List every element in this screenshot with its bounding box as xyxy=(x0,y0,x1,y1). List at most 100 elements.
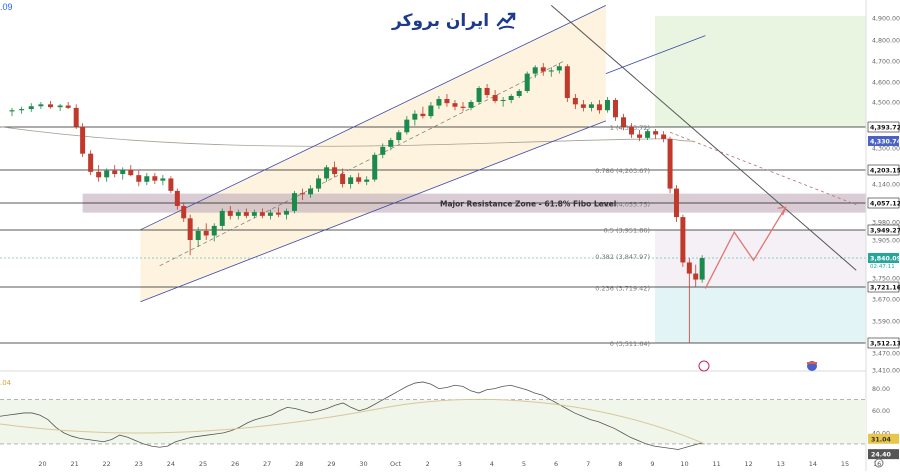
channel-area xyxy=(140,5,606,302)
candle-body xyxy=(604,100,610,111)
candle-body xyxy=(38,104,44,107)
y-tick-label: 4,700.00 xyxy=(872,59,900,66)
price-tag xyxy=(868,136,899,146)
fib-label: 0.382 (3,847.97) xyxy=(595,253,650,261)
candle-body xyxy=(112,170,118,175)
fib-label: 0.618 (4,055.75) xyxy=(595,200,650,208)
x-tick-label: 2 xyxy=(426,460,430,468)
price-tag-label: 4,057.12 xyxy=(870,201,900,208)
x-tick-label: 8 xyxy=(618,460,622,468)
candle-body xyxy=(637,134,643,138)
target-zone xyxy=(655,230,866,287)
x-tick-label: 26 xyxy=(231,460,239,468)
candle-body xyxy=(645,131,651,138)
candle-body xyxy=(174,190,180,206)
x-tick-label: 24 xyxy=(167,460,175,468)
candle-body xyxy=(673,188,679,218)
candle-body xyxy=(693,273,699,280)
candle-body xyxy=(308,188,314,195)
price-tag-label: 3,840.09 xyxy=(870,256,900,263)
price-tag-label: 4,330.74 xyxy=(870,139,900,146)
trendline-descending xyxy=(550,5,857,271)
candle-body xyxy=(508,96,514,100)
y-tick-label: 3,470.00 xyxy=(872,351,900,358)
candle-body xyxy=(364,179,370,182)
candle-body xyxy=(404,119,410,133)
moving-average-line xyxy=(0,126,693,147)
rsi-tag xyxy=(868,449,899,460)
settings-icon xyxy=(874,458,884,468)
candle-body xyxy=(380,146,386,155)
candle-body xyxy=(152,176,158,181)
candle-body xyxy=(653,131,659,135)
candle-body xyxy=(235,212,241,216)
candle-body xyxy=(283,210,289,215)
candle-body xyxy=(686,262,692,274)
flag-stripe xyxy=(807,362,817,364)
price-tag xyxy=(867,224,900,236)
candle-body xyxy=(556,66,562,71)
x-tick-label: 13 xyxy=(777,460,785,468)
candle-body xyxy=(621,117,627,127)
x-tick-label: 4 xyxy=(490,460,494,468)
rsi-ma-line xyxy=(0,398,706,445)
profit-zone xyxy=(655,16,866,127)
resistance-label: Major Resistance Zone - 61.8% Fibo Level xyxy=(440,200,616,209)
trendline-blue xyxy=(605,35,706,74)
x-tick-label: 28 xyxy=(295,460,303,468)
y-tick-label: 4,140.00 xyxy=(872,182,900,189)
candle-body xyxy=(9,110,15,112)
candle-body xyxy=(128,169,134,176)
y-tick-label: 3,750.00 xyxy=(872,276,900,283)
candle-body xyxy=(460,106,466,108)
x-tick-label: 21 xyxy=(70,460,78,468)
candle-body xyxy=(275,212,281,215)
y-tick-label: 4,300.00 xyxy=(872,145,900,152)
fib-label: 0.236 (3,719.42) xyxy=(595,284,650,292)
candle-body xyxy=(181,205,187,219)
candle-body xyxy=(452,103,458,107)
price-tag-label: 3,721.16 xyxy=(870,285,900,292)
x-tick-label: 12 xyxy=(745,460,753,468)
fib-label: 0 (3,511.64) xyxy=(610,340,650,348)
price-tag-label: 4,393.72 xyxy=(870,125,900,132)
rsi-tick-label: 60.00 xyxy=(872,408,890,415)
candle-body xyxy=(88,153,94,172)
candle-body xyxy=(65,105,71,108)
candle-body xyxy=(300,193,306,195)
price-tag xyxy=(867,121,900,133)
candle-body xyxy=(629,126,635,135)
y-tick-label: 4,600.00 xyxy=(872,80,900,87)
x-tick-label: 9 xyxy=(650,460,654,468)
candle-body xyxy=(195,230,201,240)
x-tick-label: 25 xyxy=(199,460,207,468)
rsi-tag-label: 31.04 xyxy=(871,436,892,443)
candle-body xyxy=(291,193,297,211)
x-tick-label: 20 xyxy=(38,460,46,468)
x-tick-label: 22 xyxy=(103,460,111,468)
x-tick-label: 23 xyxy=(135,460,143,468)
candle-body xyxy=(96,171,102,178)
candle-body xyxy=(80,126,86,154)
candle-body xyxy=(340,174,346,184)
brand-name: ایران بروکر xyxy=(392,11,490,31)
candle-body xyxy=(160,178,166,181)
y-tick-label: 3,670.00 xyxy=(872,297,900,304)
candle-body xyxy=(596,104,602,111)
candle-body xyxy=(524,73,530,91)
countdown-label: 02:47:11 xyxy=(870,264,895,270)
x-tick-label: 10 xyxy=(680,460,688,468)
x-tick-label: 27 xyxy=(263,460,271,468)
price-tag xyxy=(867,197,900,209)
price-axis xyxy=(866,0,900,471)
candle-body xyxy=(104,170,110,178)
price-tag xyxy=(867,337,900,349)
fib-label: 0.5 (3,951.86) xyxy=(604,226,650,234)
price-tag xyxy=(867,164,900,176)
candle-body xyxy=(444,99,450,104)
candle-body xyxy=(136,175,142,182)
x-tick-label: 15 xyxy=(841,460,849,468)
candle-body xyxy=(251,212,257,216)
